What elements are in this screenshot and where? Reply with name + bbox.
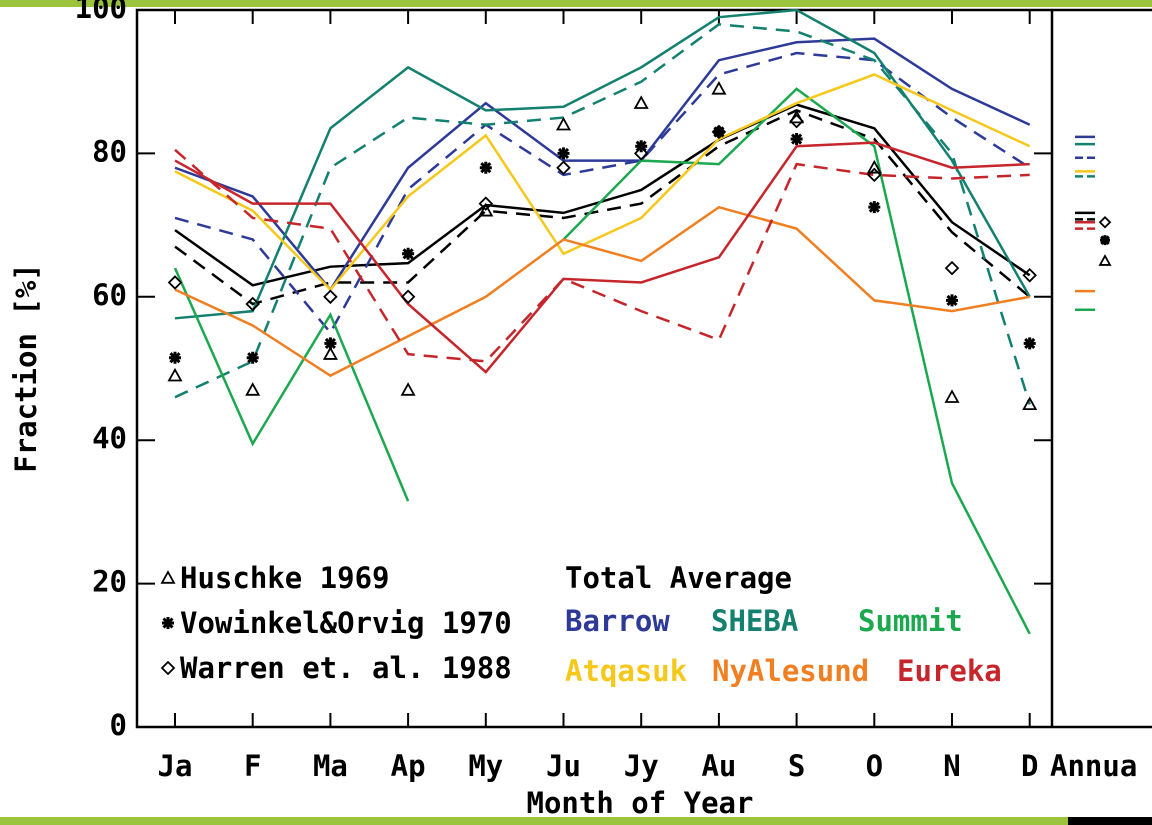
x-tick-label: O [866, 749, 883, 783]
y-tick-label: 0 [110, 708, 127, 742]
line [174, 141, 1030, 374]
legend-label: SHEBA [711, 604, 798, 638]
y-tick-label: 100 [75, 0, 127, 25]
marker [169, 351, 181, 364]
dashed-line [174, 148, 1030, 363]
line [174, 205, 1030, 378]
legend-label: Vowinkel&Orvig 1970 [180, 606, 512, 640]
marker [400, 382, 416, 396]
y-tick-label: 60 [92, 278, 127, 312]
legend-label: Barrow [565, 604, 670, 638]
x-tick-label: N [943, 749, 960, 783]
marker [478, 202, 494, 217]
marker [400, 289, 416, 305]
legend-label: NyAlesund [712, 654, 869, 688]
x-tick-label: F [244, 749, 261, 783]
marker [556, 160, 571, 176]
x-tick-label: Au [701, 749, 736, 783]
marker [1023, 337, 1036, 350]
marker [246, 351, 259, 364]
marker [946, 294, 958, 307]
x-tick-label: D [1021, 749, 1038, 783]
y-axis-label: Fraction [%] [9, 263, 43, 473]
legend-label: Summit [858, 604, 963, 638]
marker [711, 81, 727, 95]
marker [867, 167, 882, 183]
x-tick-label: Ja [158, 749, 193, 783]
annual-marker [1098, 215, 1112, 229]
marker [633, 146, 649, 161]
x-tick-label: Jy [624, 749, 659, 783]
marker [1022, 268, 1037, 283]
y-tick-label: 20 [92, 565, 127, 599]
line [174, 73, 1031, 292]
y-tick-label: 40 [92, 421, 127, 455]
dashed-line [174, 23, 1031, 405]
bottom-band [0, 817, 1068, 825]
marker [323, 289, 338, 305]
marker [402, 247, 415, 260]
marker [322, 346, 338, 360]
x-axis-label: Month of Year [527, 786, 754, 820]
legend-symbol [162, 617, 174, 629]
marker [711, 124, 727, 140]
marker [868, 201, 881, 214]
y-tick-label: 80 [92, 134, 127, 168]
annual-marker [1098, 254, 1112, 266]
line [174, 8, 1031, 320]
x-tick-label: My [468, 749, 503, 783]
marker [167, 275, 183, 290]
marker [790, 133, 803, 146]
marker [555, 116, 572, 131]
annual-label: Annua [1050, 749, 1137, 783]
line [174, 37, 1031, 292]
marker [167, 367, 183, 382]
marker [245, 382, 261, 396]
marker [557, 147, 570, 160]
marker [633, 95, 649, 109]
legend-label: Eureka [897, 654, 1002, 688]
legend-label: Huschke 1969 [180, 561, 390, 595]
legend-label: Total Average [565, 561, 792, 595]
annual-marker [1100, 235, 1110, 246]
legend-label: Warren et. al. 1988 [180, 651, 512, 685]
marker [789, 113, 804, 129]
marker [478, 196, 494, 211]
dashed-line [174, 109, 1031, 306]
marker [324, 337, 337, 350]
marker [245, 296, 260, 312]
top-band [0, 0, 1152, 7]
marker [944, 389, 960, 403]
plot-frame [135, 8, 1152, 729]
marker [479, 161, 492, 174]
marker [944, 260, 960, 276]
x-tick-label: S [788, 749, 805, 783]
marker [866, 159, 882, 174]
legend-label: Atqasuk [565, 654, 687, 688]
legend-symbol [160, 660, 176, 676]
x-tick-label: Ju [546, 749, 581, 783]
legend-symbol [160, 570, 176, 584]
x-tick-label: Ma [313, 749, 348, 783]
marker [1022, 396, 1038, 411]
x-tick-label: Ap [391, 749, 426, 783]
marker [712, 125, 725, 138]
